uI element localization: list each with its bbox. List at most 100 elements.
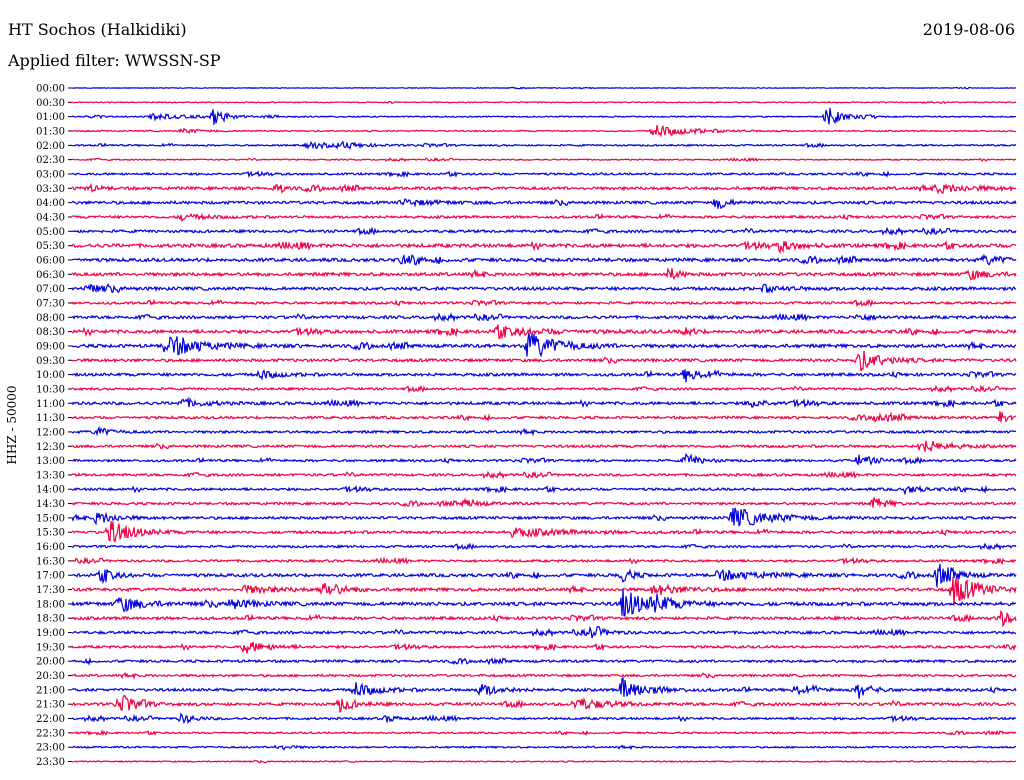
trace-row-2130 [71, 694, 1017, 713]
filter-label: Applied filter: WWSSN-SP [8, 51, 221, 70]
time-tick-label: 01:30 [36, 126, 65, 137]
time-tick-label: 02:30 [36, 155, 65, 166]
trace-row-0930 [71, 350, 1017, 372]
time-tick-label: 06:30 [36, 270, 65, 281]
time-tick-label: 11:30 [36, 413, 65, 424]
time-tick-label: 17:30 [36, 585, 65, 596]
trace-row-0730 [71, 298, 1017, 308]
date-label: 2019-08-06 [922, 20, 1015, 39]
trace-row-0530 [71, 239, 1017, 254]
time-tick-label: 05:00 [36, 227, 65, 238]
time-tick-label: 14:00 [36, 485, 65, 496]
trace-row-1630 [71, 556, 1017, 566]
trace-row-1900 [71, 625, 1017, 639]
trace-row-1230 [71, 440, 1017, 452]
time-tick-label: 21:30 [36, 700, 65, 711]
time-tick-label: 16:30 [36, 556, 65, 567]
trace-row-0430 [71, 212, 1017, 223]
time-tick-label: 19:30 [36, 642, 65, 653]
trace-row-1000 [71, 368, 1017, 383]
time-tick-label: 08:30 [36, 327, 65, 338]
trace-row-1600 [71, 542, 1017, 551]
time-tick-label: 15:30 [36, 528, 65, 539]
time-tick-label: 19:00 [36, 628, 65, 639]
station-title: HT Sochos (Halkidiki) [8, 20, 187, 39]
time-tick-label: 09:00 [36, 341, 65, 352]
time-tick-label: 04:00 [36, 198, 65, 209]
trace-row-1400 [71, 484, 1017, 496]
trace-row-2030 [71, 671, 1017, 680]
time-tick-label: 13:00 [36, 456, 65, 467]
trace-row-0630 [71, 267, 1017, 281]
time-tick-label: 21:00 [36, 685, 65, 696]
time-tick-label: 12:00 [36, 427, 65, 438]
trace-row-1800 [71, 588, 1017, 617]
time-tick-label: 17:00 [36, 571, 65, 582]
time-tick-label: 15:00 [36, 513, 65, 524]
time-tick-label: 16:00 [36, 542, 65, 553]
trace-row-2100 [71, 676, 1017, 699]
trace-row-0800 [71, 312, 1017, 323]
trace-row-0500 [71, 226, 1017, 237]
time-axis: 00:00 00:30 01:00 01:30 02:00 02:30 03:00 03:30… [36, 84, 72, 768]
time-tick-label: 18:30 [36, 614, 65, 625]
trace-row-0100 [71, 107, 1017, 125]
trace-row-0330 [71, 182, 1017, 195]
trace-row-2300 [71, 744, 1017, 751]
time-tick-label: 22:00 [36, 714, 65, 725]
time-tick-label: 00:00 [36, 84, 65, 95]
time-tick-label: 03:30 [36, 184, 65, 195]
time-tick-label: 07:30 [36, 298, 65, 309]
trace-row-2200 [71, 712, 1017, 725]
trace-group [71, 86, 1017, 764]
trace-row-1530 [71, 520, 1017, 543]
time-tick-label: 04:30 [36, 212, 65, 223]
time-tick-label: 14:30 [36, 499, 65, 510]
time-tick-label: 22:30 [36, 728, 65, 739]
trace-row-1200 [71, 425, 1017, 437]
time-tick-label: 05:30 [36, 241, 65, 252]
trace-row-1430 [71, 497, 1017, 509]
trace-row-2230 [71, 729, 1017, 737]
time-tick-label: 20:00 [36, 657, 65, 668]
trace-row-1730 [71, 576, 1017, 606]
trace-row-0030 [71, 100, 1017, 105]
time-tick-label: 01:00 [36, 112, 65, 123]
trace-row-1830 [71, 609, 1017, 628]
trace-row-1930 [71, 641, 1017, 654]
trace-row-0400 [71, 198, 1017, 210]
trace-row-0700 [71, 283, 1017, 294]
trace-row-0230 [71, 156, 1017, 163]
time-tick-label: 02:00 [36, 141, 65, 152]
time-tick-label: 09:30 [36, 356, 65, 367]
time-tick-label: 20:30 [36, 671, 65, 682]
trace-row-0300 [71, 170, 1017, 179]
trace-row-1700 [71, 563, 1017, 588]
trace-row-2000 [71, 656, 1017, 666]
trace-row-1100 [71, 396, 1017, 409]
trace-row-0600 [71, 253, 1017, 266]
trace-row-1030 [71, 384, 1017, 394]
time-tick-label: 08:00 [36, 313, 65, 324]
time-tick-label: 11:00 [36, 399, 65, 410]
time-tick-label: 06:00 [36, 255, 65, 266]
time-tick-label: 23:00 [36, 743, 65, 754]
time-tick-label: 10:00 [36, 370, 65, 381]
trace-row-1500 [71, 507, 1017, 527]
trace-row-0830 [71, 324, 1017, 340]
trace-row-1130 [71, 411, 1017, 423]
trace-row-2330 [71, 759, 1017, 764]
trace-row-0200 [71, 140, 1017, 151]
trace-row-1300 [71, 452, 1017, 466]
trace-row-0130 [72, 124, 1016, 138]
trace-row-1330 [71, 470, 1017, 480]
time-tick-label: 23:30 [36, 757, 65, 768]
time-tick-label: 18:00 [36, 599, 65, 610]
time-tick-label: 12:30 [36, 442, 65, 453]
time-tick-label: 13:30 [36, 470, 65, 481]
time-tick-label: 10:30 [36, 384, 65, 395]
time-tick-label: 07:00 [36, 284, 65, 295]
trace-row-0900 [71, 332, 1017, 358]
trace-row-0000 [71, 86, 1017, 90]
